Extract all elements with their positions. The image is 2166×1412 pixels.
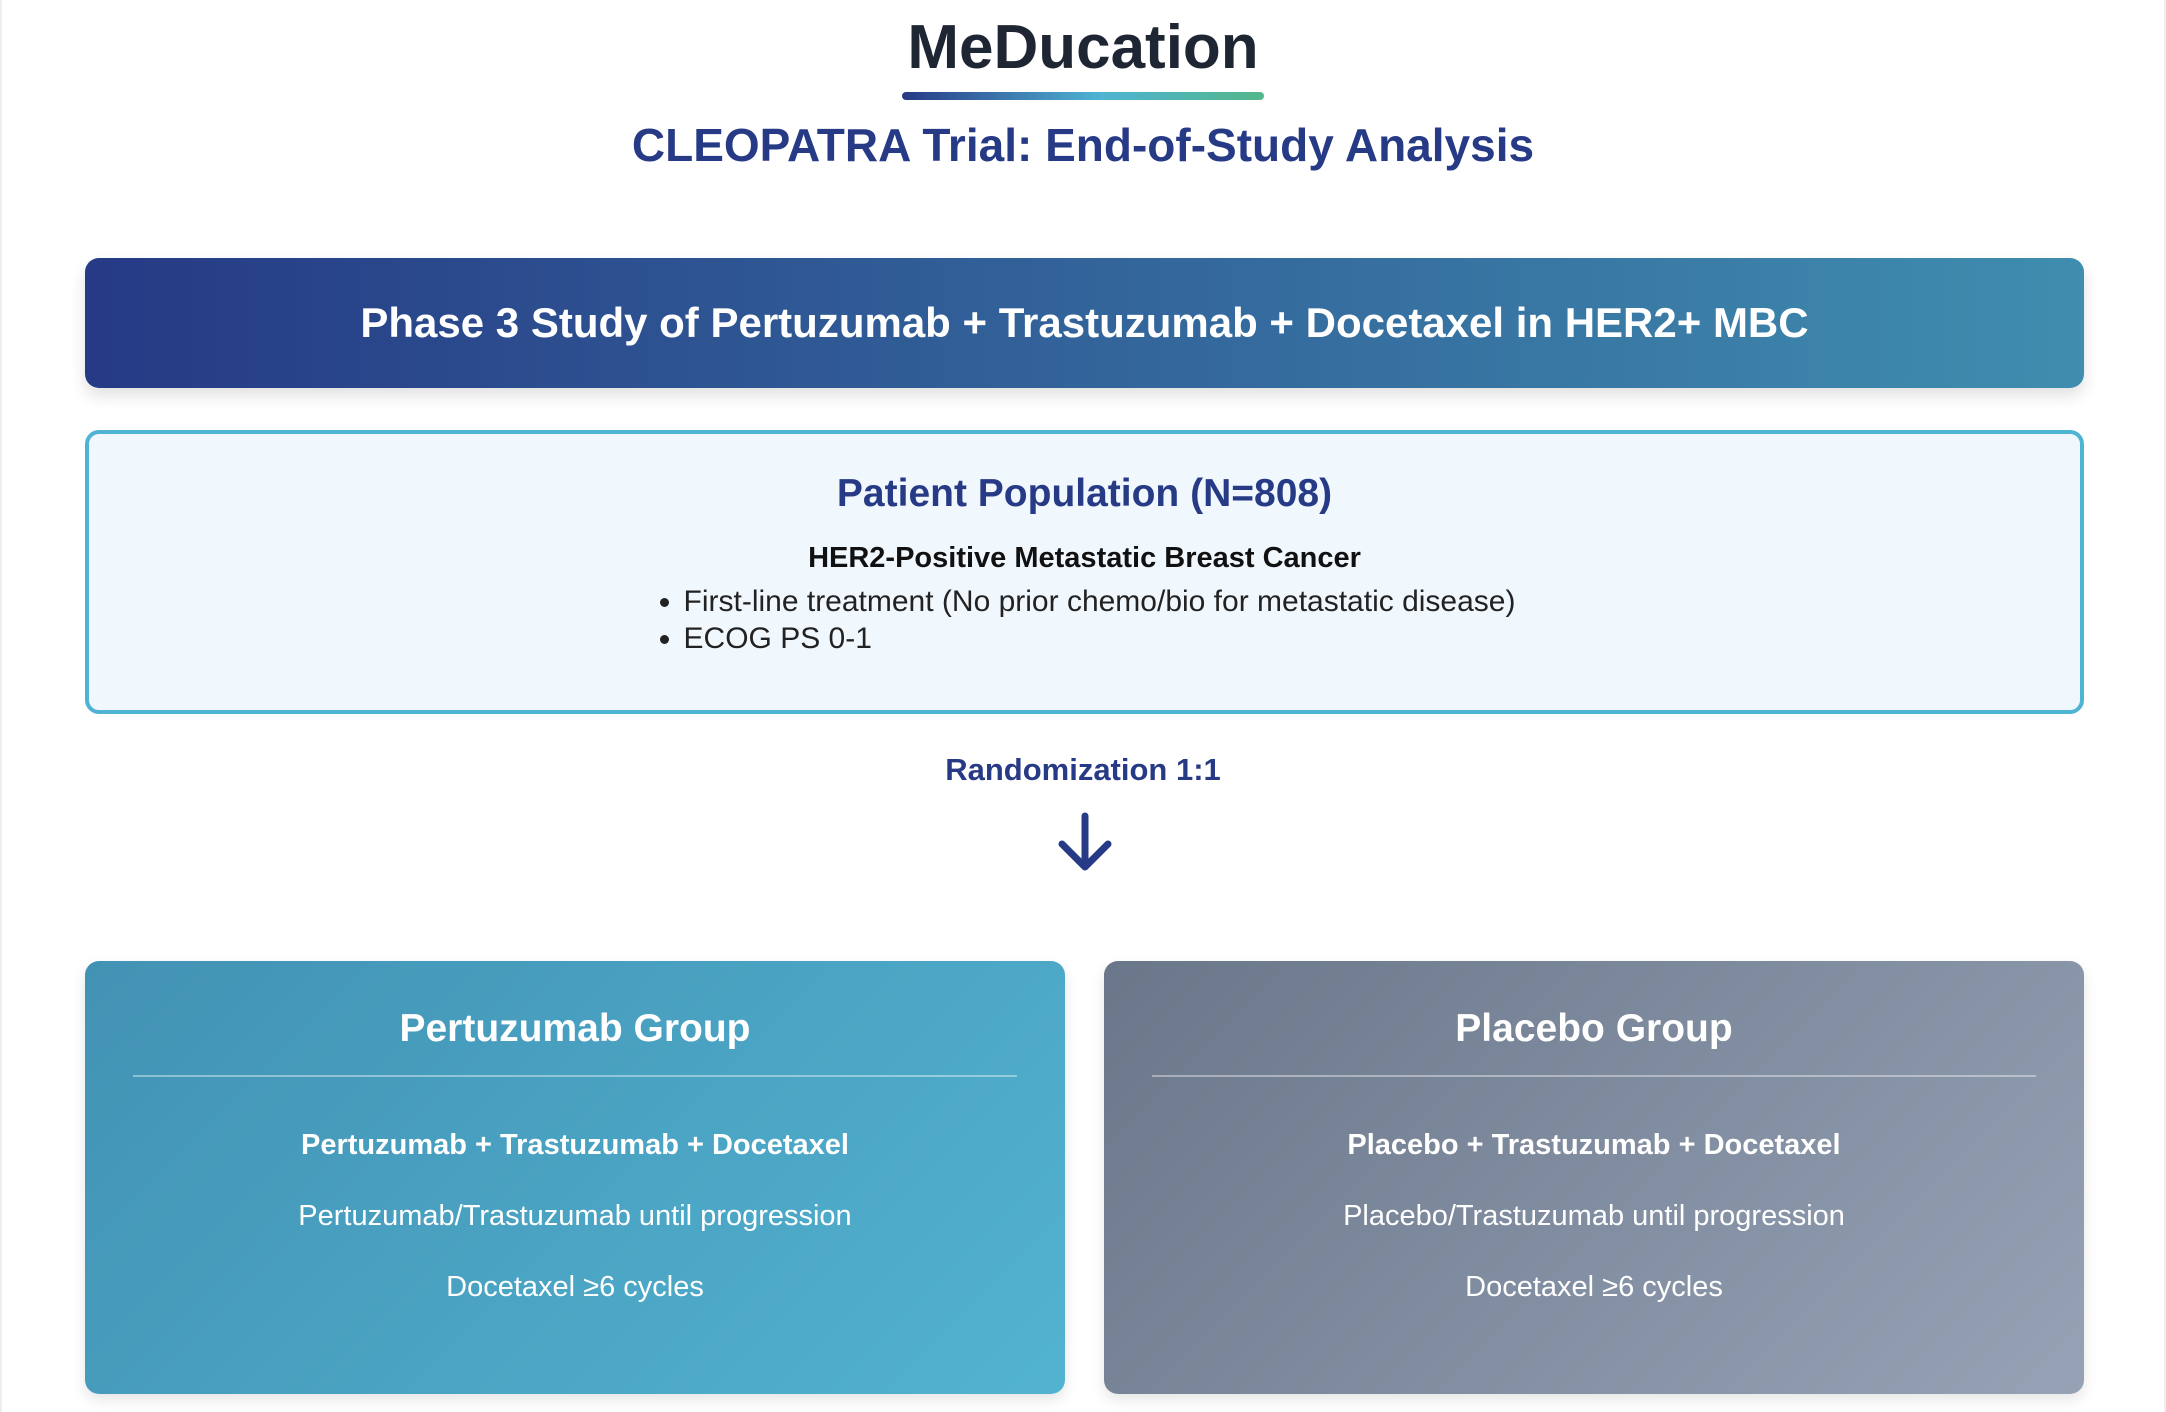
divider bbox=[1152, 1075, 2036, 1077]
placebo-group-card: Placebo Group Placebo + Trastuzumab + Do… bbox=[1104, 961, 2084, 1394]
brand-header: MeDucation bbox=[2, 8, 2164, 100]
criteria-item: ECOG PS 0-1 bbox=[684, 620, 1516, 657]
group-title: Pertuzumab Group bbox=[399, 1007, 751, 1050]
randomization-label: Randomization 1:1 bbox=[945, 752, 1221, 787]
criteria-item: First-line treatment (No prior chemo/bio… bbox=[684, 583, 1516, 620]
page-title: CLEOPATRA Trial: End-of-Study Analysis bbox=[631, 119, 1535, 171]
group-title: Placebo Group bbox=[1455, 1007, 1733, 1050]
group-docetaxel: Docetaxel ≥6 cycles bbox=[446, 1271, 704, 1303]
group-maintenance: Pertuzumab/Trastuzumab until progression bbox=[298, 1200, 852, 1232]
population-subtitle: HER2-Positive Metastatic Breast Cancer bbox=[808, 542, 1361, 574]
criteria-list: First-line treatment (No prior chemo/bio… bbox=[654, 583, 1516, 657]
group-docetaxel: Docetaxel ≥6 cycles bbox=[1465, 1271, 1723, 1303]
patient-population-box: Patient Population (N=808) HER2-Positive… bbox=[85, 430, 2084, 714]
arrow-down-icon bbox=[1058, 812, 1112, 871]
study-header-banner: Phase 3 Study of Pertuzumab + Trastuzuma… bbox=[85, 258, 2084, 388]
pertuzumab-group-card: Pertuzumab Group Pertuzumab + Trastuzuma… bbox=[85, 961, 1065, 1394]
brand-underline bbox=[902, 92, 1264, 100]
brand-logo-text: MeDucation bbox=[907, 13, 1259, 82]
group-regimen: Pertuzumab + Trastuzumab + Docetaxel bbox=[301, 1129, 849, 1161]
population-title: Patient Population (N=808) bbox=[836, 472, 1333, 515]
divider bbox=[133, 1075, 1017, 1077]
group-regimen: Placebo + Trastuzumab + Docetaxel bbox=[1347, 1129, 1841, 1161]
group-maintenance: Placebo/Trastuzumab until progression bbox=[1343, 1200, 1845, 1232]
